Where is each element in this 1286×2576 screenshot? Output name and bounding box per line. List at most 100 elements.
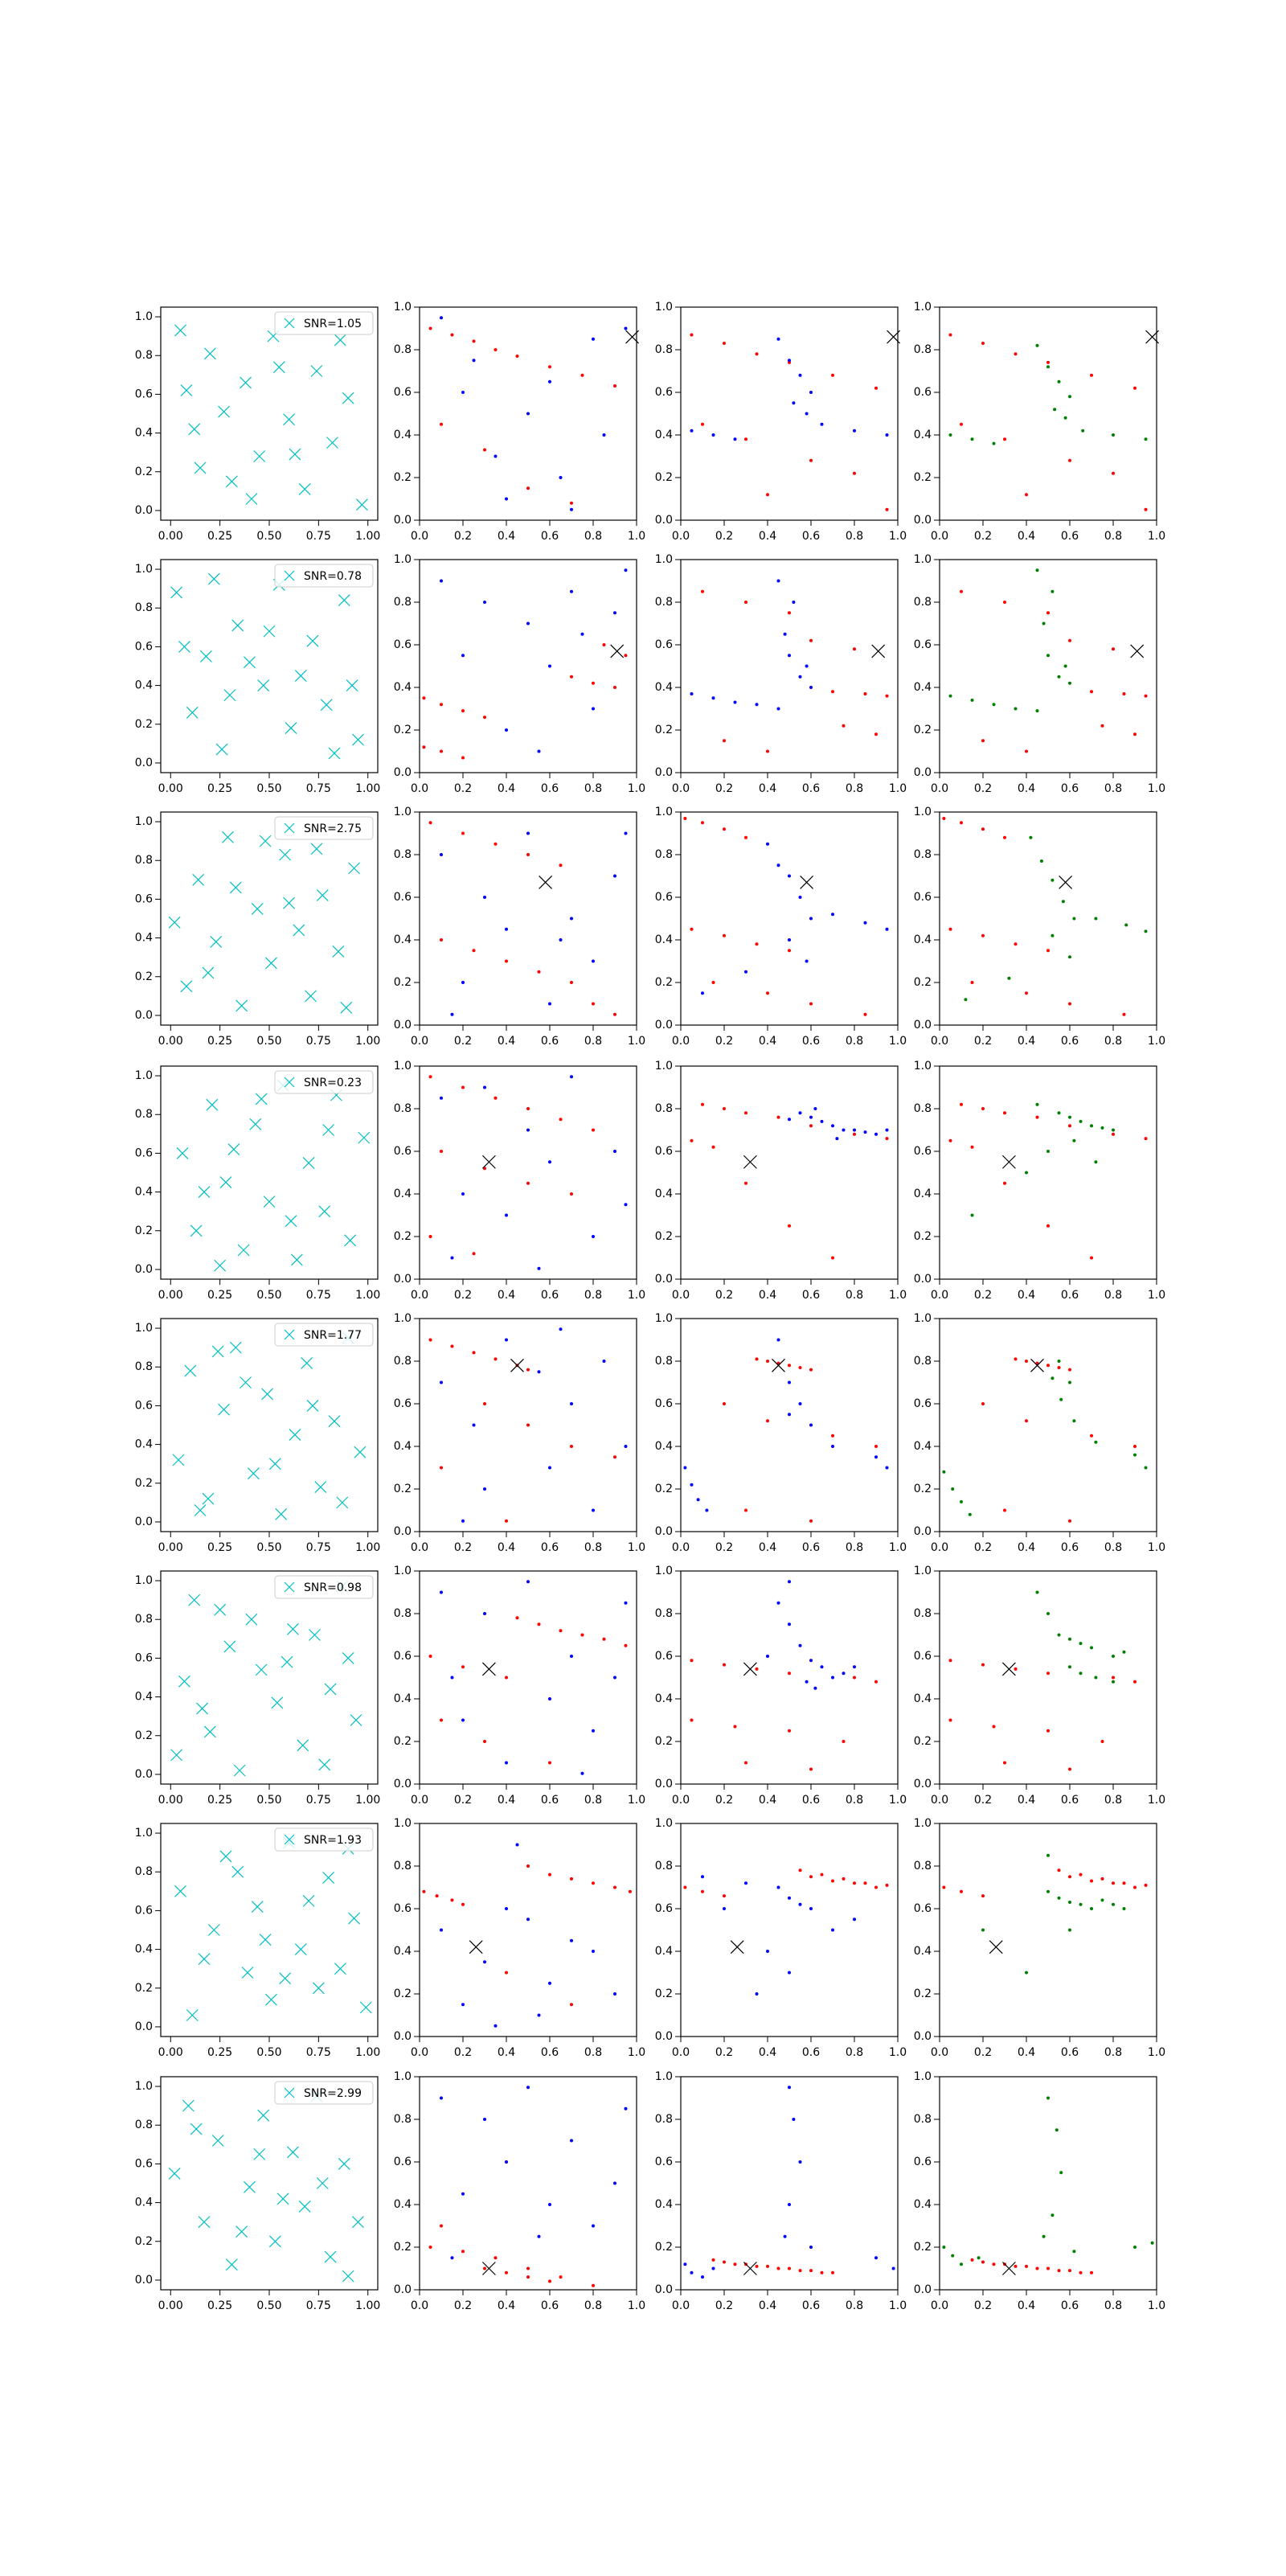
point	[783, 2234, 787, 2238]
point	[613, 1676, 616, 1680]
point	[1046, 1672, 1050, 1676]
point	[981, 1663, 985, 1667]
panel: 0.0 0.2 0.4 0.6 0.8 1.0 0.0 0.2 0.4 0.6 0.8 1.0	[394, 2070, 645, 2312]
series	[422, 1864, 632, 2007]
noise-point	[176, 1146, 189, 1159]
point	[1133, 1445, 1137, 1448]
point	[570, 1655, 573, 1658]
noise-point	[235, 2225, 248, 2238]
y-tick-label: 0.6	[135, 892, 153, 905]
y-tick-label: 0.2	[135, 718, 153, 731]
point	[1068, 458, 1071, 462]
legend-marker	[284, 1077, 295, 1088]
noise-point	[202, 1492, 215, 1505]
x-tick-label: 1.00	[355, 2046, 380, 2059]
point	[992, 441, 996, 445]
point	[885, 1128, 889, 1132]
cross-marker-stroke	[481, 1155, 496, 1169]
noise-point-stroke	[192, 873, 205, 886]
point	[723, 1402, 726, 1405]
point	[809, 1907, 813, 1910]
noise-point-stroke	[227, 1143, 240, 1156]
legend-marker	[284, 2087, 295, 2098]
panel: 0.0 0.2 0.4 0.6 0.8 1.0 0.0 0.2 0.4 0.6 0.8 1.0	[914, 1060, 1165, 1302]
plot-area	[428, 1075, 628, 1270]
noise-point-stroke	[255, 1093, 268, 1105]
point	[788, 654, 791, 658]
noise-point	[332, 945, 345, 958]
plot-area	[948, 1590, 1137, 1771]
y-tick-label: 1.0	[394, 1312, 412, 1325]
noise-point-stroke	[324, 1683, 337, 1696]
y-tick-label: 0.6	[914, 386, 932, 399]
point	[723, 739, 726, 743]
plot-area	[176, 1079, 371, 1272]
point	[755, 942, 759, 946]
x-tick-label: 0.4	[1018, 1541, 1035, 1554]
axes-background	[161, 560, 378, 773]
y-tick-label: 0.6	[914, 1902, 932, 1915]
legend-marker-stroke	[284, 1834, 295, 1845]
point	[570, 1938, 573, 1942]
point	[853, 1132, 856, 1136]
noise-point-stroke	[170, 1749, 183, 1762]
point	[526, 1368, 530, 1372]
point	[461, 1665, 465, 1669]
x-tick-label: 0.8	[584, 2046, 602, 2059]
point	[592, 1729, 595, 1733]
axes-background	[681, 560, 898, 773]
y-tick-label: 0.8	[655, 343, 673, 356]
noise-point	[244, 2180, 256, 2193]
point	[537, 2013, 541, 2017]
point	[472, 949, 476, 953]
y-tick-label: 0.4	[135, 427, 153, 440]
series	[1035, 1590, 1126, 1684]
axes-frame	[419, 559, 637, 773]
x-tick-label: 0.2	[974, 1035, 992, 1048]
x-tick-label: 0.0	[672, 2299, 690, 2312]
noise-point-stroke	[255, 1663, 268, 1676]
point	[526, 1580, 530, 1584]
point	[613, 874, 616, 878]
series	[942, 2096, 1154, 2266]
point	[1035, 1590, 1039, 1594]
point	[1122, 1012, 1126, 1016]
point	[515, 1843, 519, 1847]
y-tick-label: 0.8	[135, 349, 153, 362]
point	[1003, 1508, 1006, 1512]
point	[1090, 2270, 1093, 2275]
point	[723, 1107, 726, 1110]
y-tick-label: 0.2	[135, 466, 153, 478]
series	[766, 1580, 856, 1690]
series	[690, 579, 813, 711]
point	[683, 2262, 687, 2266]
point	[701, 821, 704, 825]
panel: 0.00 0.25 0.50 0.75 1.00 0.0 0.2 0.4 0.6 0.8 1.0 SN…	[135, 1065, 380, 1302]
x-tick-label: 0.4	[1018, 2299, 1035, 2312]
point	[1090, 373, 1093, 377]
point	[613, 384, 616, 388]
noise-point	[310, 365, 323, 377]
point	[1068, 1115, 1071, 1119]
y-tick-label: 1.0	[655, 553, 673, 566]
series	[788, 1107, 889, 1141]
noise-point-stroke	[229, 1341, 242, 1354]
legend-label: SNR=2.99	[304, 2087, 362, 2100]
point	[428, 2246, 432, 2249]
noise-point-stroke	[324, 2250, 337, 2263]
noise-point	[318, 1205, 331, 1218]
cross-marker	[510, 1358, 524, 1372]
point	[526, 853, 530, 856]
noise-point	[207, 572, 220, 585]
point	[559, 476, 563, 479]
noise-point-stroke	[251, 1901, 264, 1914]
noise-point-stroke	[190, 2123, 203, 2135]
point	[580, 373, 584, 377]
y-tick-label: 0.8	[914, 1860, 932, 1873]
point	[831, 2270, 834, 2275]
noise-point	[200, 650, 212, 662]
point	[792, 401, 796, 405]
x-tick-label: 0.2	[974, 2046, 992, 2059]
y-tick-label: 0.0	[914, 1019, 932, 1032]
noise-point-stroke	[298, 2200, 311, 2213]
